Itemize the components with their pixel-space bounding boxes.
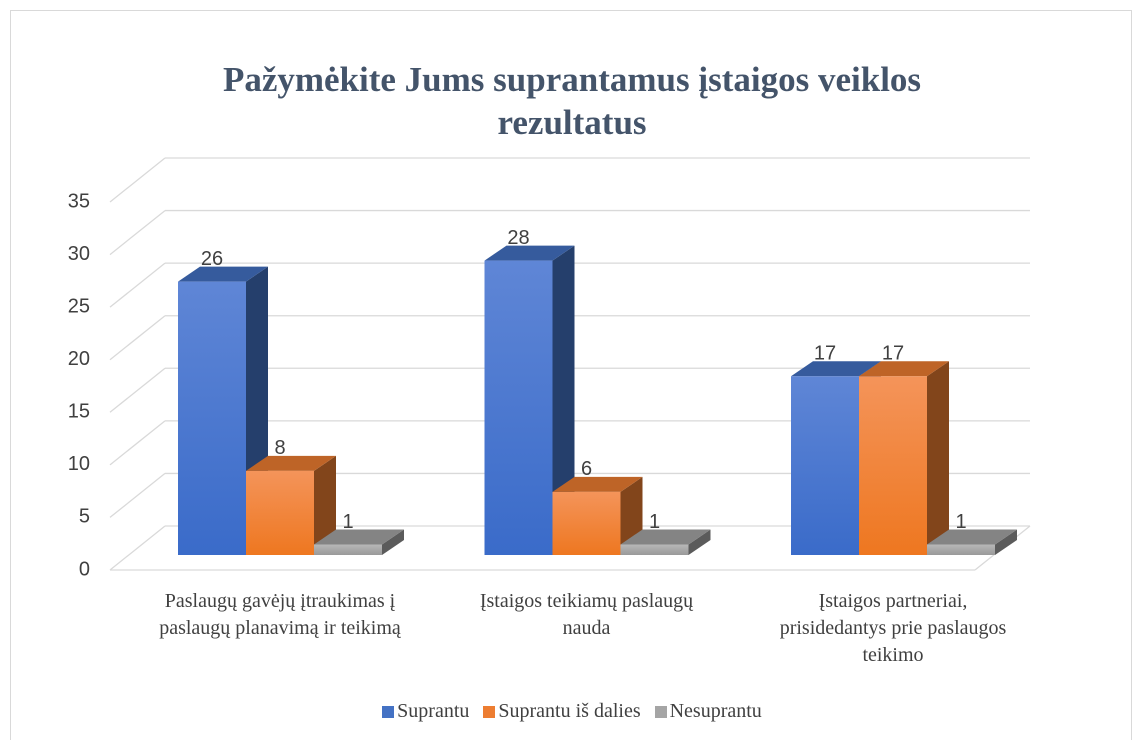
- x-tick-label: Įstaigos partneriai, prisidedantys prie …: [779, 590, 1007, 666]
- chart-title: Pažymėkite Jums suprantamus įstaigos vei…: [222, 60, 922, 142]
- bar-side: [314, 455, 336, 555]
- bar-top: [927, 529, 1017, 545]
- value-label: 17: [882, 343, 904, 365]
- bar-front: [484, 260, 553, 555]
- bar: [246, 455, 336, 555]
- value-label: 1: [649, 511, 660, 533]
- y-tick-label: 5: [79, 506, 90, 528]
- bar-front: [859, 376, 927, 555]
- y-tick-label: 15: [68, 401, 90, 423]
- grid-line-side: [109, 472, 166, 518]
- value-label: 1: [955, 511, 966, 533]
- bar-front: [246, 470, 314, 555]
- legend-label: Suprantu: [397, 700, 470, 722]
- grid-line-side: [109, 420, 166, 466]
- y-tick-label: 0: [79, 558, 90, 580]
- bar-front: [791, 376, 859, 555]
- legend-item: Suprantu iš dalies: [483, 700, 641, 723]
- bar: [927, 529, 1017, 555]
- bar-front: [927, 544, 995, 555]
- bar: [484, 245, 575, 555]
- grid-line-side: [109, 262, 166, 308]
- legend-swatch: [654, 705, 667, 718]
- bar-front: [620, 544, 689, 555]
- bar: [620, 529, 711, 555]
- value-label: 1: [342, 511, 353, 533]
- value-label: 26: [201, 248, 223, 270]
- bar-top: [791, 361, 881, 377]
- bar: [552, 476, 643, 555]
- bar: [314, 529, 404, 555]
- x-tick-label: Įstaigos teikiamų paslaugų nauda: [479, 590, 694, 639]
- y-tick-label: 30: [68, 243, 90, 265]
- legend-swatch: [483, 705, 496, 718]
- legend-item: Suprantu: [382, 700, 469, 723]
- bar-front: [552, 491, 621, 555]
- bar-top: [859, 361, 949, 377]
- y-tick-label: 20: [68, 348, 90, 370]
- bar-top: [484, 245, 575, 261]
- bar-top: [246, 455, 336, 471]
- bar-front: [314, 544, 382, 555]
- bar-side: [382, 529, 404, 555]
- grid-line-side: [109, 157, 166, 203]
- bar-top: [178, 266, 268, 282]
- legend-swatch: [382, 705, 395, 718]
- grid-line-side: [109, 210, 166, 256]
- legend-label: Nesuprantu: [669, 700, 762, 722]
- bar-side: [688, 529, 711, 555]
- grid-line-side: [109, 315, 166, 361]
- chart-frame: [10, 10, 1132, 740]
- legend: Suprantu Suprantu iš dalies Nesuprantu: [0, 700, 1144, 723]
- grid-line-side: [109, 525, 166, 571]
- bar-side: [927, 361, 949, 555]
- value-label: 28: [507, 227, 529, 249]
- legend-item: Nesuprantu: [654, 700, 762, 723]
- bar-side: [995, 529, 1017, 555]
- bar-top: [620, 529, 711, 545]
- bar-top: [552, 476, 643, 492]
- x-tick-label: Paslaugų gavėjų įtraukimas į paslaugų pl…: [159, 590, 401, 639]
- y-tick-label: 35: [68, 190, 90, 212]
- y-tick-label: 10: [68, 453, 90, 475]
- value-label: 6: [581, 458, 592, 480]
- value-label: 17: [814, 343, 836, 365]
- y-tick-label: 25: [68, 295, 90, 317]
- bar-top: [314, 529, 404, 545]
- grid-line-side: [109, 367, 166, 413]
- bar-side: [552, 245, 575, 555]
- value-label: 8: [274, 437, 285, 459]
- bar-front: [178, 281, 246, 555]
- legend-label: Suprantu iš dalies: [498, 700, 641, 722]
- bar: [859, 361, 949, 555]
